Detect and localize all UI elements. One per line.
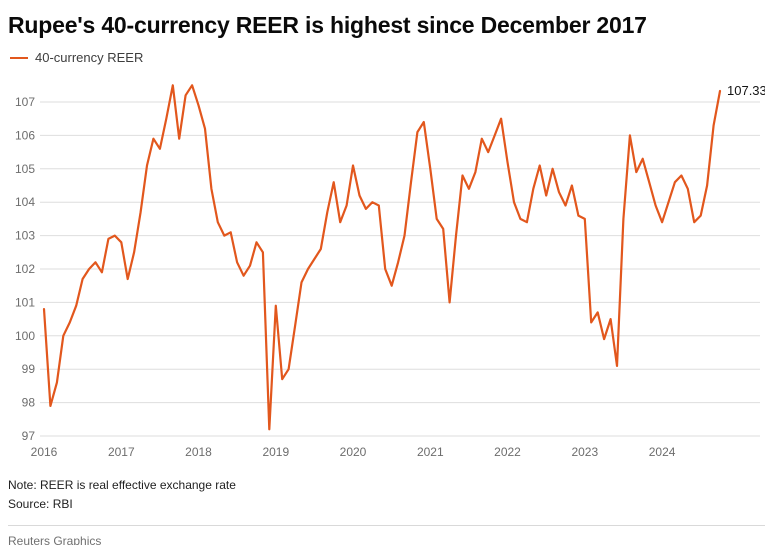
x-tick-label: 2020 — [340, 445, 367, 459]
y-tick-label: 101 — [15, 295, 35, 309]
page-title: Rupee's 40-currency REER is highest sinc… — [8, 12, 647, 38]
footer-note: Note: REER is real effective exchange ra… — [8, 477, 236, 492]
y-tick-label: 100 — [15, 328, 35, 342]
y-tick-label: 102 — [15, 262, 35, 276]
y-tick-label: 105 — [15, 161, 35, 175]
footer-divider — [8, 525, 765, 527]
x-tick-label: 2021 — [417, 445, 444, 459]
y-tick-label: 103 — [15, 228, 35, 242]
legend-label: 40-currency REER — [35, 50, 144, 66]
x-tick-label: 2017 — [108, 445, 135, 459]
x-tick-label: 2024 — [649, 445, 676, 459]
y-tick-label: 97 — [22, 429, 36, 443]
y-tick-label: 99 — [22, 362, 36, 376]
reuters-graphics-credit: Reuters Graphics — [8, 534, 102, 545]
legend: 40-currency REER — [10, 50, 765, 66]
reer-line-chart: 97 98 99 100 101 102 103 104 105 106 107 2016 2017 20… — [15, 83, 765, 459]
x-tick-label: 2016 — [31, 445, 58, 459]
footer: Note: REER is real effective exchange ra… — [8, 476, 765, 545]
x-tick-label: 2019 — [262, 445, 289, 459]
y-tick-label: 104 — [15, 195, 35, 209]
x-tick-label: 2018 — [185, 445, 212, 459]
end-value-label: 107.33 — [727, 83, 765, 98]
x-tick-label: 2022 — [494, 445, 521, 459]
footer-source: Source: RBI — [8, 497, 73, 512]
series-line — [42, 83, 722, 430]
x-tick-label: 2023 — [571, 445, 598, 459]
line-series-swatch-icon — [10, 56, 28, 59]
y-tick-label: 106 — [15, 128, 35, 142]
y-tick-label: 107 — [15, 95, 35, 109]
y-tick-label: 98 — [22, 395, 36, 409]
